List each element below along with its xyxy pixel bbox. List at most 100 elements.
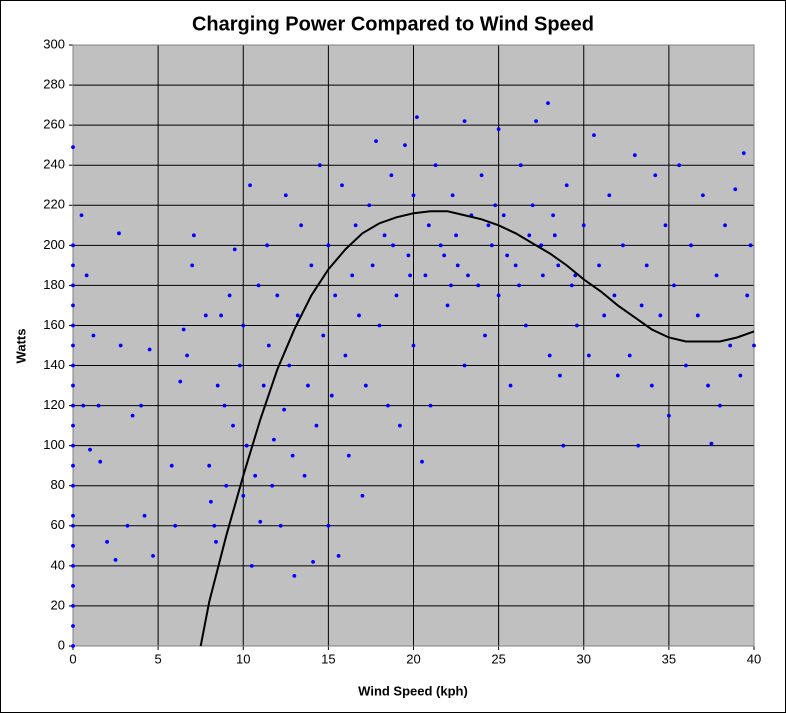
data-point bbox=[173, 523, 178, 528]
data-point bbox=[266, 343, 271, 348]
data-point bbox=[71, 543, 75, 548]
y-tick-label: 160 bbox=[43, 317, 65, 332]
data-point bbox=[479, 173, 484, 178]
data-point bbox=[248, 183, 252, 188]
data-point bbox=[71, 323, 75, 328]
data-point bbox=[575, 323, 579, 328]
data-point bbox=[71, 644, 75, 648]
data-point bbox=[374, 139, 378, 144]
data-point bbox=[450, 193, 455, 198]
data-point bbox=[71, 624, 75, 628]
y-tick-label: 220 bbox=[43, 197, 65, 212]
data-point bbox=[311, 559, 315, 564]
data-point bbox=[454, 233, 458, 238]
data-point bbox=[79, 213, 84, 218]
data-point bbox=[214, 539, 218, 544]
y-axis-label: Watts bbox=[13, 329, 28, 364]
x-tick-label: 30 bbox=[577, 651, 591, 666]
data-point bbox=[370, 263, 375, 268]
data-point bbox=[98, 459, 103, 464]
data-point bbox=[353, 223, 358, 228]
data-point bbox=[71, 383, 75, 388]
data-point bbox=[346, 453, 351, 458]
data-point bbox=[701, 193, 705, 198]
data-point bbox=[649, 383, 654, 388]
data-point bbox=[621, 243, 625, 248]
data-point bbox=[534, 119, 538, 124]
data-point bbox=[462, 119, 467, 124]
data-point bbox=[433, 163, 438, 168]
data-point bbox=[71, 303, 75, 308]
data-point bbox=[169, 463, 174, 468]
data-point bbox=[420, 459, 424, 464]
data-point bbox=[71, 423, 75, 428]
data-point bbox=[462, 363, 467, 368]
data-point bbox=[282, 407, 287, 412]
data-point bbox=[714, 273, 719, 278]
data-point bbox=[428, 403, 433, 408]
data-point bbox=[231, 423, 235, 428]
data-point bbox=[733, 187, 738, 192]
data-point bbox=[340, 183, 344, 188]
y-tick-label: 60 bbox=[51, 517, 65, 532]
data-point bbox=[389, 173, 394, 178]
data-point bbox=[96, 403, 101, 408]
data-point bbox=[306, 383, 310, 388]
data-point bbox=[212, 523, 217, 528]
data-point bbox=[530, 203, 535, 208]
data-point bbox=[241, 323, 246, 328]
data-point bbox=[508, 383, 513, 388]
data-point bbox=[84, 273, 89, 278]
data-point bbox=[539, 243, 544, 248]
data-point bbox=[551, 213, 556, 218]
data-point bbox=[455, 263, 460, 268]
data-point bbox=[597, 263, 601, 268]
data-point bbox=[581, 223, 586, 228]
y-tick-label: 100 bbox=[43, 437, 65, 452]
data-point bbox=[185, 353, 189, 358]
data-point bbox=[71, 283, 75, 288]
data-point bbox=[253, 473, 258, 478]
data-point bbox=[718, 403, 722, 408]
y-tick-label: 300 bbox=[43, 36, 65, 51]
data-point bbox=[113, 557, 118, 562]
y-tick-label: 280 bbox=[43, 77, 65, 92]
data-point bbox=[317, 163, 322, 168]
y-tick-label: 0 bbox=[58, 637, 65, 652]
data-point bbox=[513, 263, 518, 268]
data-point bbox=[723, 223, 727, 228]
data-point bbox=[207, 463, 212, 468]
x-tick-label: 5 bbox=[155, 651, 162, 666]
data-point bbox=[689, 243, 693, 248]
data-point bbox=[209, 499, 213, 504]
data-point bbox=[270, 483, 275, 488]
data-point bbox=[636, 443, 641, 448]
data-point bbox=[556, 263, 561, 268]
data-point bbox=[483, 333, 487, 338]
data-point bbox=[178, 379, 183, 384]
y-tick-label: 180 bbox=[43, 277, 65, 292]
data-point bbox=[265, 243, 269, 248]
data-point bbox=[326, 243, 331, 248]
data-point bbox=[602, 313, 607, 318]
y-tick-label: 20 bbox=[51, 597, 65, 612]
data-point bbox=[449, 283, 453, 288]
data-point bbox=[658, 313, 663, 318]
data-point bbox=[738, 373, 743, 378]
data-point bbox=[71, 523, 75, 528]
data-point bbox=[445, 303, 450, 308]
data-point bbox=[386, 403, 390, 408]
data-point bbox=[275, 293, 280, 298]
data-point bbox=[105, 539, 109, 544]
data-point bbox=[203, 313, 208, 318]
data-point bbox=[564, 183, 569, 188]
data-point bbox=[181, 327, 186, 332]
data-point bbox=[442, 253, 447, 258]
data-point bbox=[227, 293, 232, 298]
data-point bbox=[496, 127, 501, 132]
data-point bbox=[684, 363, 688, 368]
data-point bbox=[71, 263, 75, 268]
data-point bbox=[219, 313, 224, 318]
data-point bbox=[117, 231, 121, 236]
